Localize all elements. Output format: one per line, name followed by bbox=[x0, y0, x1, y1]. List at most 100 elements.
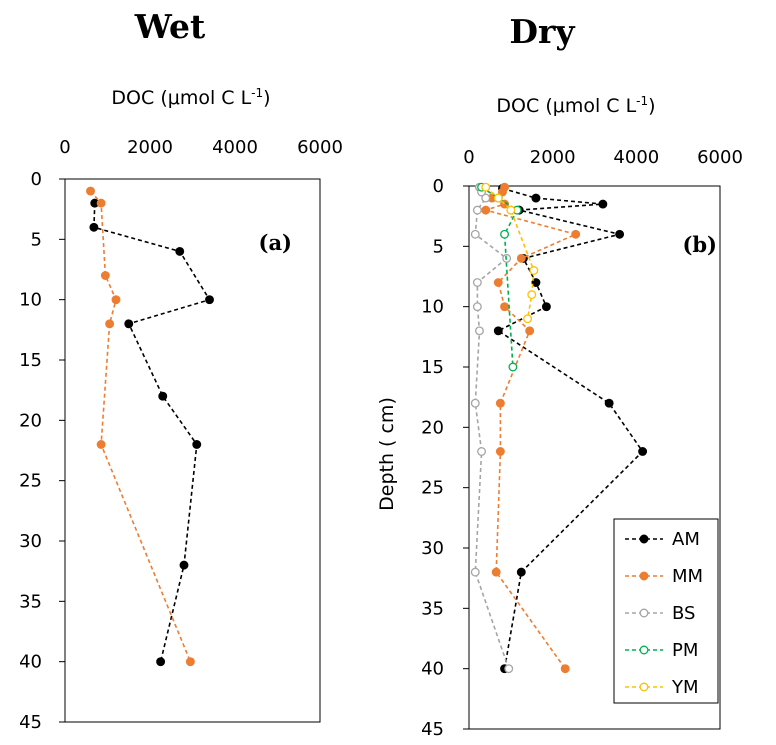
panel-b-data-point-mm bbox=[495, 447, 505, 456]
panel-b-y-axis-title: Depth ( cm) bbox=[376, 397, 398, 511]
panel-b-data-point-bs bbox=[472, 205, 482, 215]
panel-b-y-tick-label: 45 bbox=[421, 719, 444, 740]
panel-b-data-point-am bbox=[493, 326, 503, 336]
panel-b-data-point-ym bbox=[506, 205, 516, 215]
panel-b-label: (b) bbox=[682, 232, 717, 257]
panel-a-data-point-am bbox=[156, 657, 166, 667]
panel-b-data-point-am bbox=[541, 302, 551, 312]
legend-marker-am bbox=[639, 534, 649, 544]
panel-b-data-point-bs bbox=[504, 664, 514, 674]
panel-a-y-tick-label: 25 bbox=[19, 471, 42, 492]
panel-b-series-line-mm bbox=[482, 186, 579, 670]
panel-b-y-tick-label: 30 bbox=[421, 538, 444, 559]
panel-a-y-tick-label: 35 bbox=[19, 591, 42, 612]
panel-b-data-point-ym bbox=[527, 290, 537, 300]
panel-b-data-point-bs bbox=[470, 398, 480, 408]
panel-a-data-point-am bbox=[175, 246, 185, 256]
panel-a-x-tick-label: 4000 bbox=[212, 137, 258, 158]
panel-b-data-point-mm bbox=[500, 302, 510, 312]
panel-b-y-tick-label: 25 bbox=[421, 478, 444, 499]
panel-b-data-point-pm bbox=[500, 229, 510, 239]
panel-b-data-point-mm bbox=[525, 326, 535, 336]
panel-b-data-point-bs bbox=[472, 302, 482, 312]
panel-b-title: Dry bbox=[509, 12, 575, 51]
panel-a-x-ticks: 0 2000 4000 6000 bbox=[59, 137, 343, 158]
panel-b-x-axis-title: DOC (μmol C L-1) bbox=[496, 94, 655, 117]
panel-b-data-point-pm bbox=[508, 362, 518, 372]
panel-a-data-point-mm bbox=[105, 319, 115, 329]
panel-b-y-tick-label: 40 bbox=[421, 659, 444, 680]
panel-b-x-tick-label: 6000 bbox=[697, 147, 743, 168]
panel-b-plot-area bbox=[468, 185, 721, 730]
panel-b-y-tick-label: 0 bbox=[433, 176, 444, 197]
panel-b-x-tick-label: 2000 bbox=[530, 147, 576, 168]
panel-b-x-tick-label: 4000 bbox=[613, 147, 659, 168]
legend-marker-ym bbox=[639, 682, 649, 692]
panel-a-y-ticks: 0 5 10 15 20 25 30 35 40 45 bbox=[19, 169, 65, 733]
legend-label-pm: PM bbox=[672, 640, 698, 661]
panel-b-data-point-mm bbox=[495, 398, 505, 408]
panel-a-x-tick-label: 6000 bbox=[297, 137, 343, 158]
legend: AM MM BS PM YM bbox=[625, 529, 703, 698]
panel-b-data-point-mm bbox=[498, 187, 507, 197]
panel-a-data-point-am bbox=[179, 560, 189, 570]
panel-b-data-point-mm bbox=[560, 664, 570, 674]
panel-a-y-tick-label: 20 bbox=[19, 410, 42, 431]
panel-b-data-point-mm bbox=[493, 278, 503, 287]
panel-b-data-point-ym bbox=[529, 266, 539, 275]
panel-a-x-axis-title: DOC (μmol C L-1) bbox=[111, 86, 270, 109]
panel-b-x-tick-label: 0 bbox=[463, 147, 474, 168]
legend-label-ym: YM bbox=[671, 677, 699, 698]
panel-b-data-point-am bbox=[604, 398, 614, 408]
panel-a-data-point-am bbox=[158, 391, 168, 401]
panel-a-x-tick-label: 2000 bbox=[127, 137, 173, 158]
panel-b-data-point-am bbox=[638, 447, 648, 456]
panel-b-y-tick-label: 20 bbox=[421, 417, 444, 438]
panel-b-y-tick-label: 5 bbox=[433, 236, 444, 257]
panel-b-data-point-mm bbox=[516, 253, 526, 263]
panel-b-data-point-mm bbox=[491, 567, 501, 577]
panel-a-data-point-mm bbox=[86, 186, 95, 196]
panel-b-data-point-bs bbox=[475, 326, 484, 336]
panel-a-data-point-am bbox=[192, 440, 202, 449]
panel-a-y-tick-label: 10 bbox=[19, 290, 42, 311]
panel-a-data-point-am bbox=[124, 319, 134, 329]
panel-b-data-point-ym bbox=[493, 193, 503, 203]
legend-marker-pm bbox=[639, 645, 649, 655]
panel-a-label: (a) bbox=[259, 230, 292, 255]
panel-a-y-tick-label: 30 bbox=[19, 531, 42, 552]
panel-a-y-tick-label: 40 bbox=[19, 652, 42, 673]
panel-a-data-point-mm bbox=[96, 198, 106, 208]
panel-b-data-point-bs bbox=[481, 193, 491, 203]
panel-a-x-tick-label: 0 bbox=[59, 137, 70, 158]
panel-a-data-point-mm bbox=[111, 295, 121, 305]
panel-b-data-point-ym bbox=[523, 314, 533, 324]
panel-a-y-tick-label: 15 bbox=[19, 350, 42, 371]
panel-a-series bbox=[86, 186, 214, 667]
legend-label-mm: MM bbox=[672, 566, 703, 587]
panel-b-data-point-am bbox=[531, 193, 541, 203]
panel-a-data-point-am bbox=[205, 295, 214, 305]
panel-b-data-point-bs bbox=[470, 567, 480, 577]
panel-b-data-point-am bbox=[598, 199, 608, 209]
panel-b-data-point-bs bbox=[472, 278, 482, 287]
legend-marker-bs bbox=[639, 608, 649, 618]
panel-b-data-point-bs bbox=[470, 229, 480, 239]
panel-b-x-ticks: 0 2000 4000 6000 bbox=[463, 147, 743, 168]
legend-marker-mm bbox=[639, 571, 649, 581]
panel-a-data-point-mm bbox=[185, 657, 195, 667]
panel-b-y-ticks: 0 5 10 15 20 25 30 35 40 45 bbox=[421, 176, 469, 740]
panel-a-data-point-am bbox=[89, 222, 99, 232]
panel-b-data-point-ym bbox=[481, 182, 491, 192]
legend-box bbox=[613, 518, 719, 704]
panel-b-data-point-am bbox=[531, 278, 541, 287]
legend-label-am: AM bbox=[672, 529, 700, 550]
legend-label-bs: BS bbox=[672, 603, 695, 624]
panel-b-data-point-am bbox=[615, 229, 625, 239]
panel-b-series bbox=[470, 182, 648, 674]
panel-a-data-point-mm bbox=[100, 271, 110, 280]
panel-b-data-point-am bbox=[516, 567, 526, 577]
panel-a-y-tick-label: 5 bbox=[31, 229, 42, 250]
panel-a-y-tick-label: 0 bbox=[31, 169, 42, 190]
